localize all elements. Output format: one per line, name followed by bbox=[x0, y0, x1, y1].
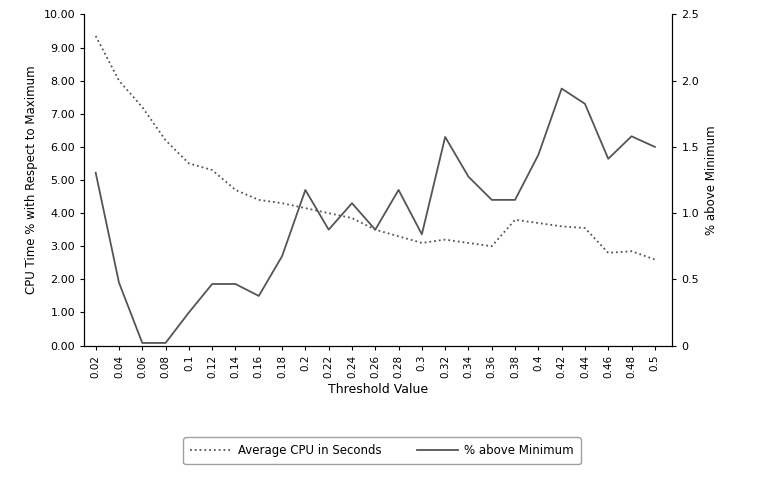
% above Minimum bbox=[231, 281, 240, 287]
Average CPU in Seconds bbox=[650, 257, 659, 263]
% above Minimum bbox=[91, 170, 100, 176]
% above Minimum bbox=[627, 133, 636, 139]
% above Minimum bbox=[301, 187, 310, 193]
% above Minimum bbox=[208, 281, 217, 287]
Average CPU in Seconds bbox=[115, 78, 124, 84]
Average CPU in Seconds bbox=[371, 227, 380, 233]
Average CPU in Seconds bbox=[534, 220, 543, 226]
Average CPU in Seconds bbox=[184, 160, 193, 167]
Average CPU in Seconds bbox=[441, 237, 450, 242]
Average CPU in Seconds bbox=[138, 104, 147, 110]
% above Minimum bbox=[604, 156, 613, 162]
Average CPU in Seconds bbox=[581, 225, 590, 231]
Average CPU in Seconds bbox=[91, 33, 100, 39]
% above Minimum bbox=[324, 227, 333, 233]
Legend: Average CPU in Seconds, % above Minimum: Average CPU in Seconds, % above Minimum bbox=[183, 437, 581, 465]
Average CPU in Seconds bbox=[604, 250, 613, 256]
% above Minimum bbox=[277, 253, 286, 259]
% above Minimum bbox=[115, 280, 124, 286]
% above Minimum bbox=[557, 86, 566, 92]
Average CPU in Seconds bbox=[487, 243, 497, 249]
Average CPU in Seconds bbox=[464, 240, 473, 246]
Average CPU in Seconds bbox=[161, 137, 170, 143]
X-axis label: Threshold Value: Threshold Value bbox=[328, 384, 429, 396]
Y-axis label: % above Minimum: % above Minimum bbox=[704, 125, 717, 235]
Average CPU in Seconds bbox=[557, 224, 566, 229]
Average CPU in Seconds bbox=[301, 205, 310, 211]
% above Minimum bbox=[254, 293, 264, 299]
% above Minimum bbox=[138, 340, 147, 346]
% above Minimum bbox=[487, 197, 497, 203]
% above Minimum bbox=[464, 174, 473, 180]
% above Minimum bbox=[581, 101, 590, 107]
% above Minimum bbox=[394, 187, 403, 193]
Average CPU in Seconds bbox=[231, 187, 240, 193]
Average CPU in Seconds bbox=[510, 217, 520, 223]
Average CPU in Seconds bbox=[348, 215, 357, 221]
Line: Average CPU in Seconds: Average CPU in Seconds bbox=[96, 36, 655, 260]
% above Minimum bbox=[441, 134, 450, 140]
% above Minimum bbox=[417, 231, 426, 237]
Average CPU in Seconds bbox=[394, 233, 403, 239]
Average CPU in Seconds bbox=[277, 200, 286, 206]
% above Minimum bbox=[161, 340, 170, 346]
Average CPU in Seconds bbox=[627, 248, 636, 254]
% above Minimum bbox=[510, 197, 520, 203]
% above Minimum bbox=[371, 227, 380, 233]
Average CPU in Seconds bbox=[417, 240, 426, 246]
% above Minimum bbox=[184, 310, 193, 315]
% above Minimum bbox=[650, 144, 659, 150]
% above Minimum bbox=[348, 200, 357, 206]
Average CPU in Seconds bbox=[254, 197, 264, 203]
Average CPU in Seconds bbox=[324, 210, 333, 216]
Average CPU in Seconds bbox=[208, 167, 217, 173]
% above Minimum bbox=[534, 152, 543, 158]
Y-axis label: CPU Time % with Respect to Maximum: CPU Time % with Respect to Maximum bbox=[25, 66, 38, 294]
Line: % above Minimum: % above Minimum bbox=[96, 89, 655, 343]
